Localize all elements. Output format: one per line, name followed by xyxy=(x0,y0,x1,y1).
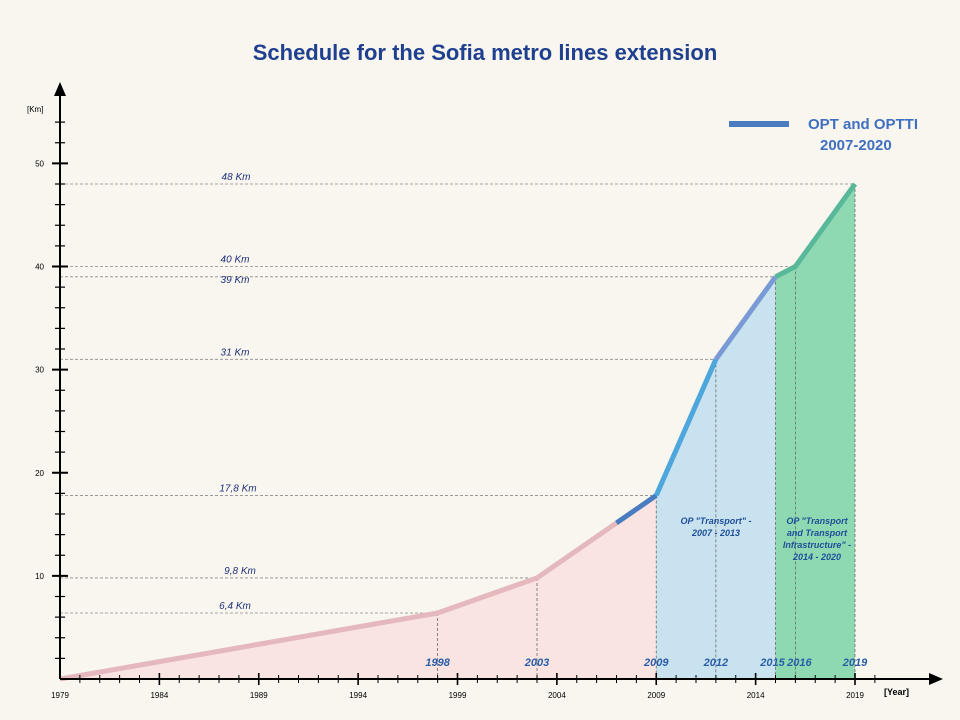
km-label: 40 Km xyxy=(221,255,250,266)
line-op-transport-late xyxy=(713,275,778,361)
program-annotation: and Transport xyxy=(787,528,848,538)
x-axis-arrow xyxy=(929,673,943,685)
milestone-year-label: 2015 xyxy=(759,657,785,669)
line-program-start xyxy=(615,493,658,525)
y-tick-label: 10 xyxy=(35,572,44,581)
program-annotation: OP "Transport xyxy=(786,516,848,526)
km-label: 9,8 Km xyxy=(224,566,256,577)
milestone-year-label: 2003 xyxy=(524,657,549,669)
km-label: 6,4 Km xyxy=(219,601,251,612)
program-annotation: 2007 - 2013 xyxy=(691,528,740,538)
km-label: 39 Km xyxy=(221,275,250,286)
program-annotation: Infrastructure" - xyxy=(783,540,851,550)
program-annotation: 2014 - 2020 xyxy=(792,552,841,562)
km-label: 31 Km xyxy=(221,347,250,358)
y-tick-label: 30 xyxy=(35,366,44,375)
x-tick-label: 2014 xyxy=(747,691,765,700)
legend-label: OPT and OPTTI xyxy=(808,116,919,133)
y-tick-label: 50 xyxy=(35,159,44,168)
area-pre-program xyxy=(60,495,657,679)
milestone-year-label: 2012 xyxy=(703,657,728,669)
x-tick-label: 1979 xyxy=(51,691,69,700)
x-tick-label: 1999 xyxy=(449,691,467,700)
program-annotation: OP "Transport" - xyxy=(680,516,751,526)
area-op-transport xyxy=(656,276,776,679)
x-tick-label: 2019 xyxy=(846,691,864,700)
y-axis-label: [Km] xyxy=(27,105,43,114)
x-tick-label: 1984 xyxy=(150,691,168,700)
x-tick-label: 2009 xyxy=(647,691,665,700)
milestone-year-label: 1998 xyxy=(425,657,450,669)
x-tick-label: 2004 xyxy=(548,691,566,700)
km-label: 48 Km xyxy=(222,172,251,183)
km-label: 17,8 Km xyxy=(219,483,256,494)
milestone-year-label: 2019 xyxy=(842,657,868,669)
area-opti xyxy=(775,184,855,679)
milestone-year-label: 2009 xyxy=(643,657,669,669)
line-pre-program xyxy=(59,520,618,682)
legend-swatch xyxy=(729,121,789,127)
x-tick-label: 1994 xyxy=(349,691,367,700)
x-axis-label: [Year] xyxy=(884,687,909,697)
line-op-transport xyxy=(653,358,719,497)
x-tick-label: 1989 xyxy=(250,691,268,700)
y-tick-label: 20 xyxy=(35,469,44,478)
chart-title: Schedule for the Sofia metro lines exten… xyxy=(252,40,718,65)
line-opti xyxy=(774,182,858,280)
y-axis-arrow xyxy=(54,82,66,96)
milestone-year-label: 2016 xyxy=(786,657,812,669)
legend-period: 2007-2020 xyxy=(820,137,892,154)
y-tick-label: 40 xyxy=(35,263,44,272)
